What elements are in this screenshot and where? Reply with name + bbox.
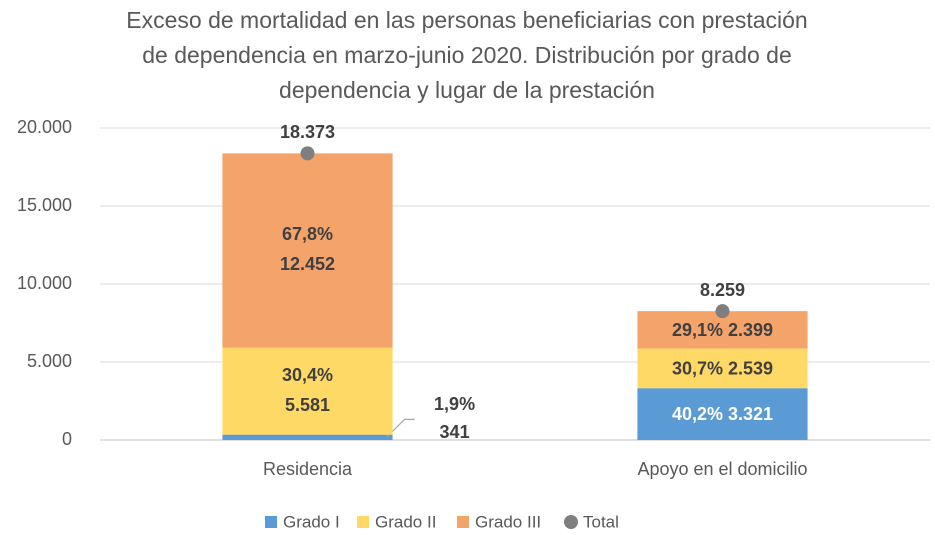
- legend-label: Grado I: [283, 512, 340, 531]
- bar-segment: [222, 347, 393, 435]
- legend-swatch: [357, 516, 369, 528]
- x-tick-label: Residencia: [263, 459, 353, 479]
- legend-label: Grado II: [375, 512, 436, 531]
- legend-swatch: [457, 516, 469, 528]
- legend-label: Total: [583, 512, 619, 531]
- share-label: 40,2%: [672, 404, 723, 424]
- share-label: 1,9%: [434, 394, 475, 414]
- share-label: 30,4%: [282, 365, 333, 385]
- value-label: 2.539: [728, 358, 773, 378]
- share-label: 67,8%: [282, 224, 333, 244]
- share-label: 29,1%: [672, 320, 723, 340]
- share-label: 30,7%: [672, 358, 723, 378]
- total-marker: [300, 146, 315, 161]
- segment-label: 40,2% 3.321: [672, 404, 773, 424]
- value-label: 341: [440, 422, 470, 442]
- y-tick-label: 5.000: [27, 351, 72, 371]
- total-label: 8.259: [700, 280, 745, 300]
- bar-segment: [222, 153, 393, 348]
- bar-segment: [222, 434, 393, 440]
- y-tick-label: 20.000: [17, 117, 72, 137]
- total-marker: [715, 304, 730, 319]
- value-label: 12.452: [280, 254, 335, 274]
- total-label: 18.373: [280, 122, 335, 142]
- value-label: 3.321: [728, 404, 773, 424]
- value-label: 5.581: [285, 395, 330, 415]
- y-tick-label: 0: [62, 429, 72, 449]
- chart-title: de dependencia en marzo-junio 2020. Dist…: [142, 42, 792, 68]
- x-tick-label: Apoyo en el domicilio: [637, 459, 807, 479]
- legend-label: Grado III: [475, 512, 541, 531]
- legend-swatch: [265, 516, 277, 528]
- value-label: 2.399: [728, 320, 773, 340]
- segment-label: 30,7% 2.539: [672, 358, 773, 378]
- chart-title: Exceso de mortalidad en las personas ben…: [126, 7, 807, 33]
- chart-title: dependencia y lugar de la prestación: [279, 77, 655, 103]
- y-tick-label: 15.000: [17, 195, 72, 215]
- legend-swatch: [564, 515, 578, 529]
- y-tick-label: 10.000: [17, 273, 72, 293]
- segment-label: 29,1% 2.399: [672, 320, 773, 340]
- bar-segment: [637, 388, 808, 440]
- bar-segment: [637, 348, 808, 389]
